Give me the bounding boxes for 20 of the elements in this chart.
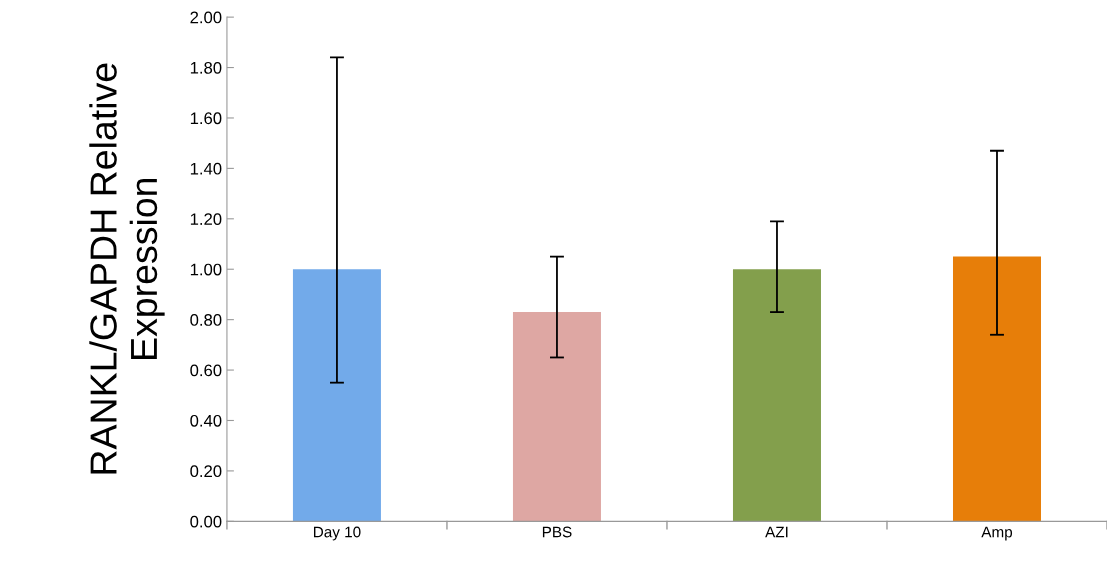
y-tick-label: 1.80 — [190, 61, 222, 74]
y-tick-label: 1.20 — [190, 213, 222, 226]
y-tick-label: 0.20 — [190, 465, 222, 478]
y-tick-label: 0.40 — [190, 414, 222, 427]
x-tick-label: AZI — [765, 526, 788, 538]
bar — [952, 256, 1041, 522]
y-tick-label: 1.40 — [190, 162, 222, 175]
x-tick-label: PBS — [542, 526, 572, 538]
y-tick-label: 0.60 — [190, 364, 222, 377]
y-tick-label: 1.60 — [190, 112, 222, 125]
y-tick-label: 0.00 — [190, 515, 222, 528]
y-axis-title: RANKL/GAPDH Relative Expression — [89, 63, 165, 474]
y-tick-label: 1.00 — [190, 263, 222, 276]
bar — [512, 312, 601, 522]
x-tick-label: Day 10 — [313, 526, 361, 541]
y-tick-label: 2.00 — [190, 11, 222, 24]
bar — [292, 269, 381, 522]
bar — [732, 269, 821, 522]
x-tick-label: Amp — [981, 526, 1013, 541]
y-tick-label: 0.80 — [190, 314, 222, 326]
